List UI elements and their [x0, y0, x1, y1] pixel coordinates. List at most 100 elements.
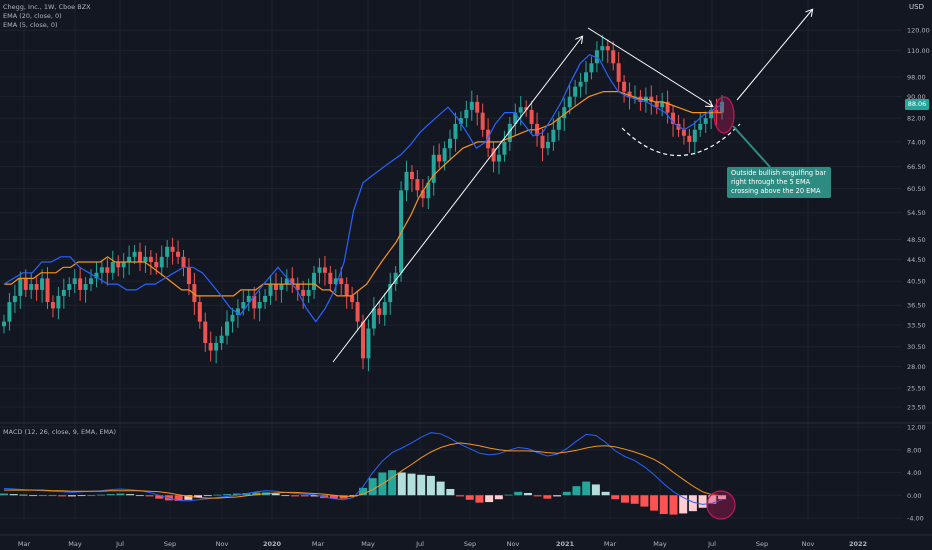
macd-histogram-bar — [97, 494, 106, 496]
candle-body — [681, 129, 686, 136]
macd-y-tick-label: 8.00 — [907, 446, 921, 454]
candle-body — [475, 101, 480, 113]
macd-histogram-bar — [601, 491, 610, 496]
candle-body — [671, 112, 676, 124]
macd-histogram-bar — [582, 481, 591, 496]
macd-histogram-bar — [572, 486, 581, 496]
projection-arrow — [736, 10, 812, 101]
candle-body — [344, 284, 349, 296]
y-tick-label: 23.50 — [907, 403, 926, 411]
candle-body — [29, 284, 34, 290]
candle-body — [442, 148, 447, 162]
candle-body — [687, 135, 692, 142]
candle-body — [99, 267, 104, 273]
candle-body — [496, 154, 501, 162]
candle-body — [279, 284, 284, 290]
candle-body — [333, 278, 338, 285]
candle-body — [589, 63, 594, 73]
macd-panel — [0, 432, 726, 515]
macd-histogram-bar — [29, 495, 38, 497]
candle-body — [524, 107, 529, 110]
macd-histogram-bar — [407, 473, 416, 496]
candle-body — [40, 278, 45, 290]
x-tick-label: Mar — [312, 540, 325, 548]
macd-histogram-bar — [446, 488, 455, 496]
currency-label[interactable]: USD — [909, 3, 924, 11]
candle-body — [709, 109, 714, 119]
candle-body — [295, 284, 300, 290]
candle-body — [399, 190, 404, 273]
candle-body — [714, 109, 719, 113]
y-tick-label: 66.50 — [907, 163, 926, 171]
x-tick-label: May — [361, 540, 375, 548]
candle-body — [67, 284, 72, 290]
candle-body — [268, 284, 273, 296]
annotation-callout[interactable]: Outside bullish engulfing bar right thro… — [727, 167, 831, 198]
candle-body — [197, 302, 202, 322]
macd-histogram-bar — [417, 474, 426, 496]
x-tick-label: Sep — [464, 540, 476, 548]
macd-histogram-bar — [630, 495, 639, 504]
candle-body — [273, 284, 278, 290]
candle-body — [600, 46, 605, 51]
candle-body — [61, 289, 66, 296]
candle-body — [148, 256, 153, 263]
x-tick-label: Jul — [415, 540, 424, 548]
x-tick-label: Nov — [802, 540, 815, 548]
candle-body — [192, 284, 197, 303]
candle-body — [584, 72, 589, 82]
macd-histogram-bar — [271, 493, 280, 496]
candle-body — [420, 190, 425, 199]
candle-body — [692, 129, 697, 142]
macd-histogram-bar — [436, 481, 445, 496]
macd-histogram-bar — [19, 494, 28, 496]
macd-histogram-bar — [456, 495, 465, 497]
signal-line — [4, 442, 723, 499]
candle-body — [366, 328, 371, 359]
macd-histogram-bar — [291, 495, 300, 497]
candle-body — [502, 141, 507, 155]
candle-body — [703, 118, 708, 124]
candle-body — [154, 262, 159, 268]
macd-histogram-bar — [698, 495, 707, 508]
candle-body — [246, 295, 251, 303]
macd-histogram-bar — [611, 495, 620, 500]
macd-y-tick-label: -4.00 — [907, 515, 924, 523]
macd-histogram-bar — [562, 491, 571, 496]
candle-body — [540, 135, 545, 149]
macd-histogram-bar — [184, 495, 193, 500]
macd-histogram-bar — [368, 478, 377, 496]
macd-histogram-bar — [514, 491, 523, 496]
ema20-legend: EMA (20, close, 0) — [3, 12, 62, 20]
candle-body — [214, 342, 219, 351]
candle-body — [18, 278, 23, 296]
rounding-bottom-arc — [621, 123, 741, 157]
candle-body — [34, 284, 39, 290]
candle-body — [480, 112, 485, 130]
macd-line — [3, 432, 723, 505]
macd-histogram-bar — [553, 495, 562, 497]
y-tick-label: 82.00 — [907, 115, 926, 123]
macd-histogram-bar — [523, 492, 532, 496]
candle-body — [605, 46, 610, 51]
engulfing-highlight-circle — [713, 96, 735, 134]
macd-histogram-bar — [232, 493, 241, 496]
candle-body — [654, 101, 659, 108]
candle-body — [431, 154, 436, 183]
candle-body — [306, 289, 311, 296]
price-axis: 23.50 25.50 28.00 30.50 33.50 36.50 40.50 44.50… — [907, 27, 930, 523]
candle-body — [328, 272, 333, 285]
candle-body — [486, 129, 491, 149]
x-tick-label: Sep — [756, 540, 768, 548]
macd-histogram-bar — [67, 495, 76, 497]
macd-histogram-bar — [203, 495, 212, 497]
x-tick-label: Mar — [604, 540, 617, 548]
main-legend: Chegg, Inc., 1W, Cboe BZX EMA (20, close… — [3, 3, 91, 30]
candle-body — [529, 109, 534, 124]
macd-histogram-bar — [38, 495, 47, 497]
macd-histogram-bar — [494, 495, 503, 500]
candle-body — [110, 262, 115, 273]
y-tick-label: 98.00 — [907, 74, 926, 82]
macd-histogram-bar — [679, 495, 688, 514]
